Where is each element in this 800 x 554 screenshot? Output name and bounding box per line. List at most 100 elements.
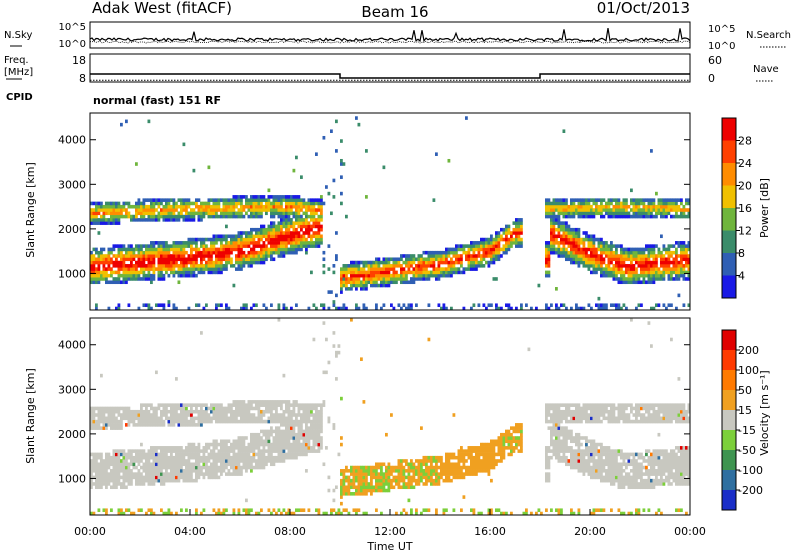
velocity-cell (292, 406, 296, 411)
power-cell (587, 254, 591, 258)
power-cell (655, 208, 658, 212)
power-cell (650, 254, 653, 258)
velocity-cell (112, 459, 116, 463)
velocity-cell (140, 452, 143, 457)
velocity-cell (240, 465, 243, 470)
power-cell (657, 273, 661, 278)
velocity-cell (382, 475, 386, 480)
power-cell (167, 300, 171, 304)
velocity-cell (225, 455, 228, 460)
velocity-cell (157, 478, 161, 483)
velocity-cell (275, 413, 278, 417)
power-cell (287, 201, 291, 206)
power-cell (140, 201, 143, 206)
velocity-cell (155, 449, 158, 453)
power-cell (490, 260, 493, 265)
velocity-cell (305, 409, 308, 414)
velocity-cell (92, 469, 96, 473)
power-cell (562, 129, 566, 133)
power-cell (140, 267, 143, 271)
power-cell (177, 270, 181, 275)
power-cell (595, 260, 598, 265)
power-cell (565, 250, 568, 255)
power-cell (602, 260, 606, 265)
velocity-cell (240, 439, 243, 444)
power-cell (210, 211, 213, 216)
velocity-cell (315, 406, 318, 411)
power-cell (262, 260, 266, 265)
power-cell (187, 244, 191, 248)
power-cell (207, 254, 211, 258)
power-cell (240, 198, 243, 202)
velocity-cell (395, 469, 398, 473)
velocity-cell (290, 403, 293, 407)
power-cell (132, 270, 136, 275)
power-cell (92, 221, 96, 225)
velocity-cell (280, 455, 283, 460)
power-cell (227, 257, 231, 262)
velocity-cell (310, 403, 313, 407)
power-cell (572, 244, 576, 248)
power-cell (402, 270, 406, 275)
power-cell (665, 267, 668, 271)
velocity-cell (295, 442, 298, 447)
power-cell (550, 237, 553, 242)
power-cell (590, 237, 593, 242)
velocity-cell (142, 465, 146, 470)
power-cell (600, 257, 603, 262)
power-cell (315, 208, 318, 212)
power-cell (502, 231, 506, 235)
power-cell (677, 208, 681, 212)
y-tick-label: 2000 (58, 223, 86, 236)
power-cell (490, 234, 493, 239)
power-cell (630, 208, 633, 212)
power-cell (117, 247, 121, 252)
velocity-cell (245, 436, 248, 440)
velocity-cell (170, 478, 173, 483)
power-cell (595, 211, 598, 216)
velocity-cell (120, 419, 123, 424)
velocity-cell (297, 446, 301, 450)
power-cell (90, 257, 93, 262)
power-cell (517, 224, 521, 229)
power-cell (307, 306, 311, 311)
power-cell (272, 201, 276, 206)
power-cell (205, 208, 208, 212)
velocity-cell (125, 475, 128, 480)
power-cell (662, 264, 666, 268)
velocity-cell (110, 462, 113, 467)
power-cell (310, 201, 313, 206)
velocity-cell (317, 419, 321, 424)
velocity-cell (305, 403, 308, 407)
power-cell (440, 260, 443, 265)
velocity-cell (340, 436, 343, 440)
power-cell (275, 244, 278, 248)
velocity-cell (255, 432, 258, 437)
power-cell (552, 237, 556, 242)
power-cell (115, 244, 118, 248)
power-cell (292, 244, 296, 248)
velocity-cell (175, 409, 178, 414)
power-cell (132, 250, 136, 255)
velocity-cell (137, 416, 141, 421)
velocity-cell (102, 406, 106, 411)
velocity-cell (195, 478, 198, 483)
velocity-cell (210, 469, 213, 473)
velocity-cell (107, 459, 111, 463)
power-cell (432, 264, 436, 268)
velocity-cell (225, 416, 228, 421)
velocity-cell (287, 419, 291, 424)
velocity-cell (197, 452, 201, 457)
power-cell (597, 303, 601, 308)
power-cell (660, 214, 663, 219)
power-cell (172, 244, 176, 248)
velocity-cell (260, 413, 263, 417)
power-cell (322, 264, 326, 268)
power-cell (425, 273, 428, 278)
power-cell (235, 247, 238, 252)
velocity-cell (282, 413, 286, 417)
power-cell (490, 237, 493, 242)
velocity-cell (290, 436, 293, 440)
power-cell (475, 264, 478, 268)
